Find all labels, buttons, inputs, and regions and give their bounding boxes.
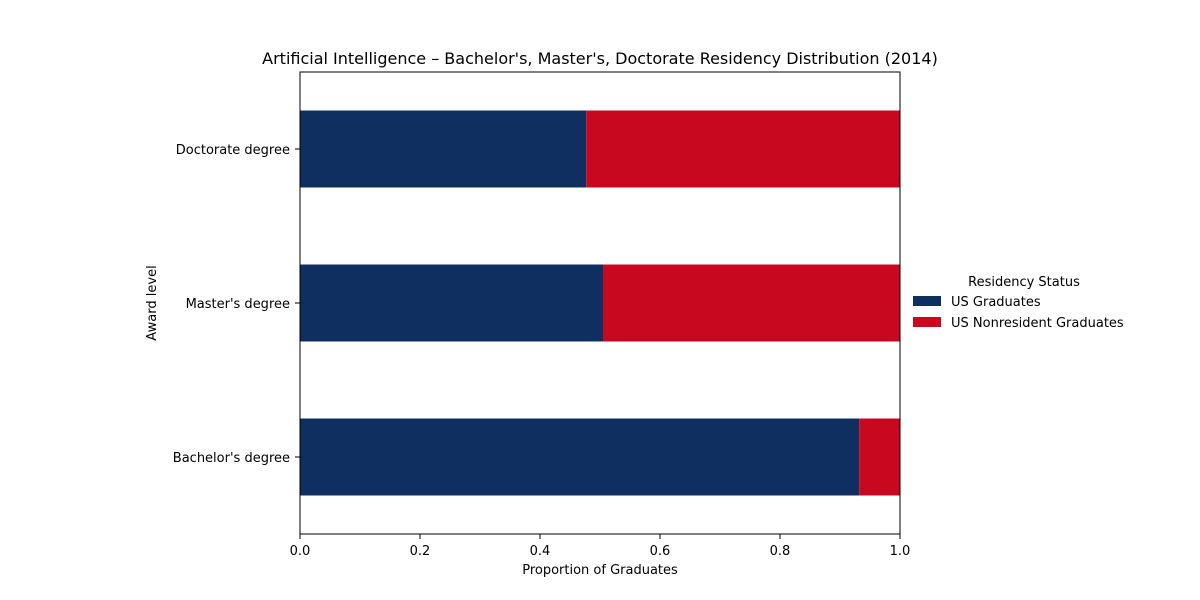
x-axis-label: Proportion of Graduates <box>522 563 678 578</box>
bar-nonresident-2 <box>586 110 900 188</box>
x-tick-label: 0.6 <box>650 544 671 559</box>
x-axis: 0.0 0.2 0.4 0.6 0.8 1.0 <box>290 534 911 559</box>
x-tick-label: 1.0 <box>890 544 911 559</box>
bar-us-2 <box>300 110 587 188</box>
legend-label: US Nonresident Graduates <box>951 316 1124 331</box>
y-tick-label: Master's degree <box>186 297 290 312</box>
bars-group <box>300 110 900 496</box>
x-tick-label: 0.2 <box>410 544 431 559</box>
y-axis-label: Award level <box>145 265 160 340</box>
legend: Residency Status US Graduates US Nonresid… <box>913 275 1124 331</box>
chart-title: Artificial Intelligence – Bachelor's, Ma… <box>262 49 938 68</box>
y-axis: Bachelor's degree Master's degree Doctorat… <box>173 143 300 466</box>
x-tick-label: 0.0 <box>290 544 311 559</box>
y-tick-label: Doctorate degree <box>176 143 290 158</box>
x-tick-label: 0.4 <box>530 544 551 559</box>
y-tick-label: Bachelor's degree <box>173 451 290 466</box>
legend-label: US Graduates <box>951 295 1041 310</box>
legend-title: Residency Status <box>968 275 1080 290</box>
bar-nonresident-1 <box>603 264 900 342</box>
bar-nonresident-0 <box>859 418 900 496</box>
x-tick-label: 0.8 <box>770 544 791 559</box>
legend-swatch <box>913 317 941 327</box>
bar-us-0 <box>300 418 860 496</box>
legend-swatch <box>913 296 941 306</box>
bar-us-1 <box>300 264 603 342</box>
